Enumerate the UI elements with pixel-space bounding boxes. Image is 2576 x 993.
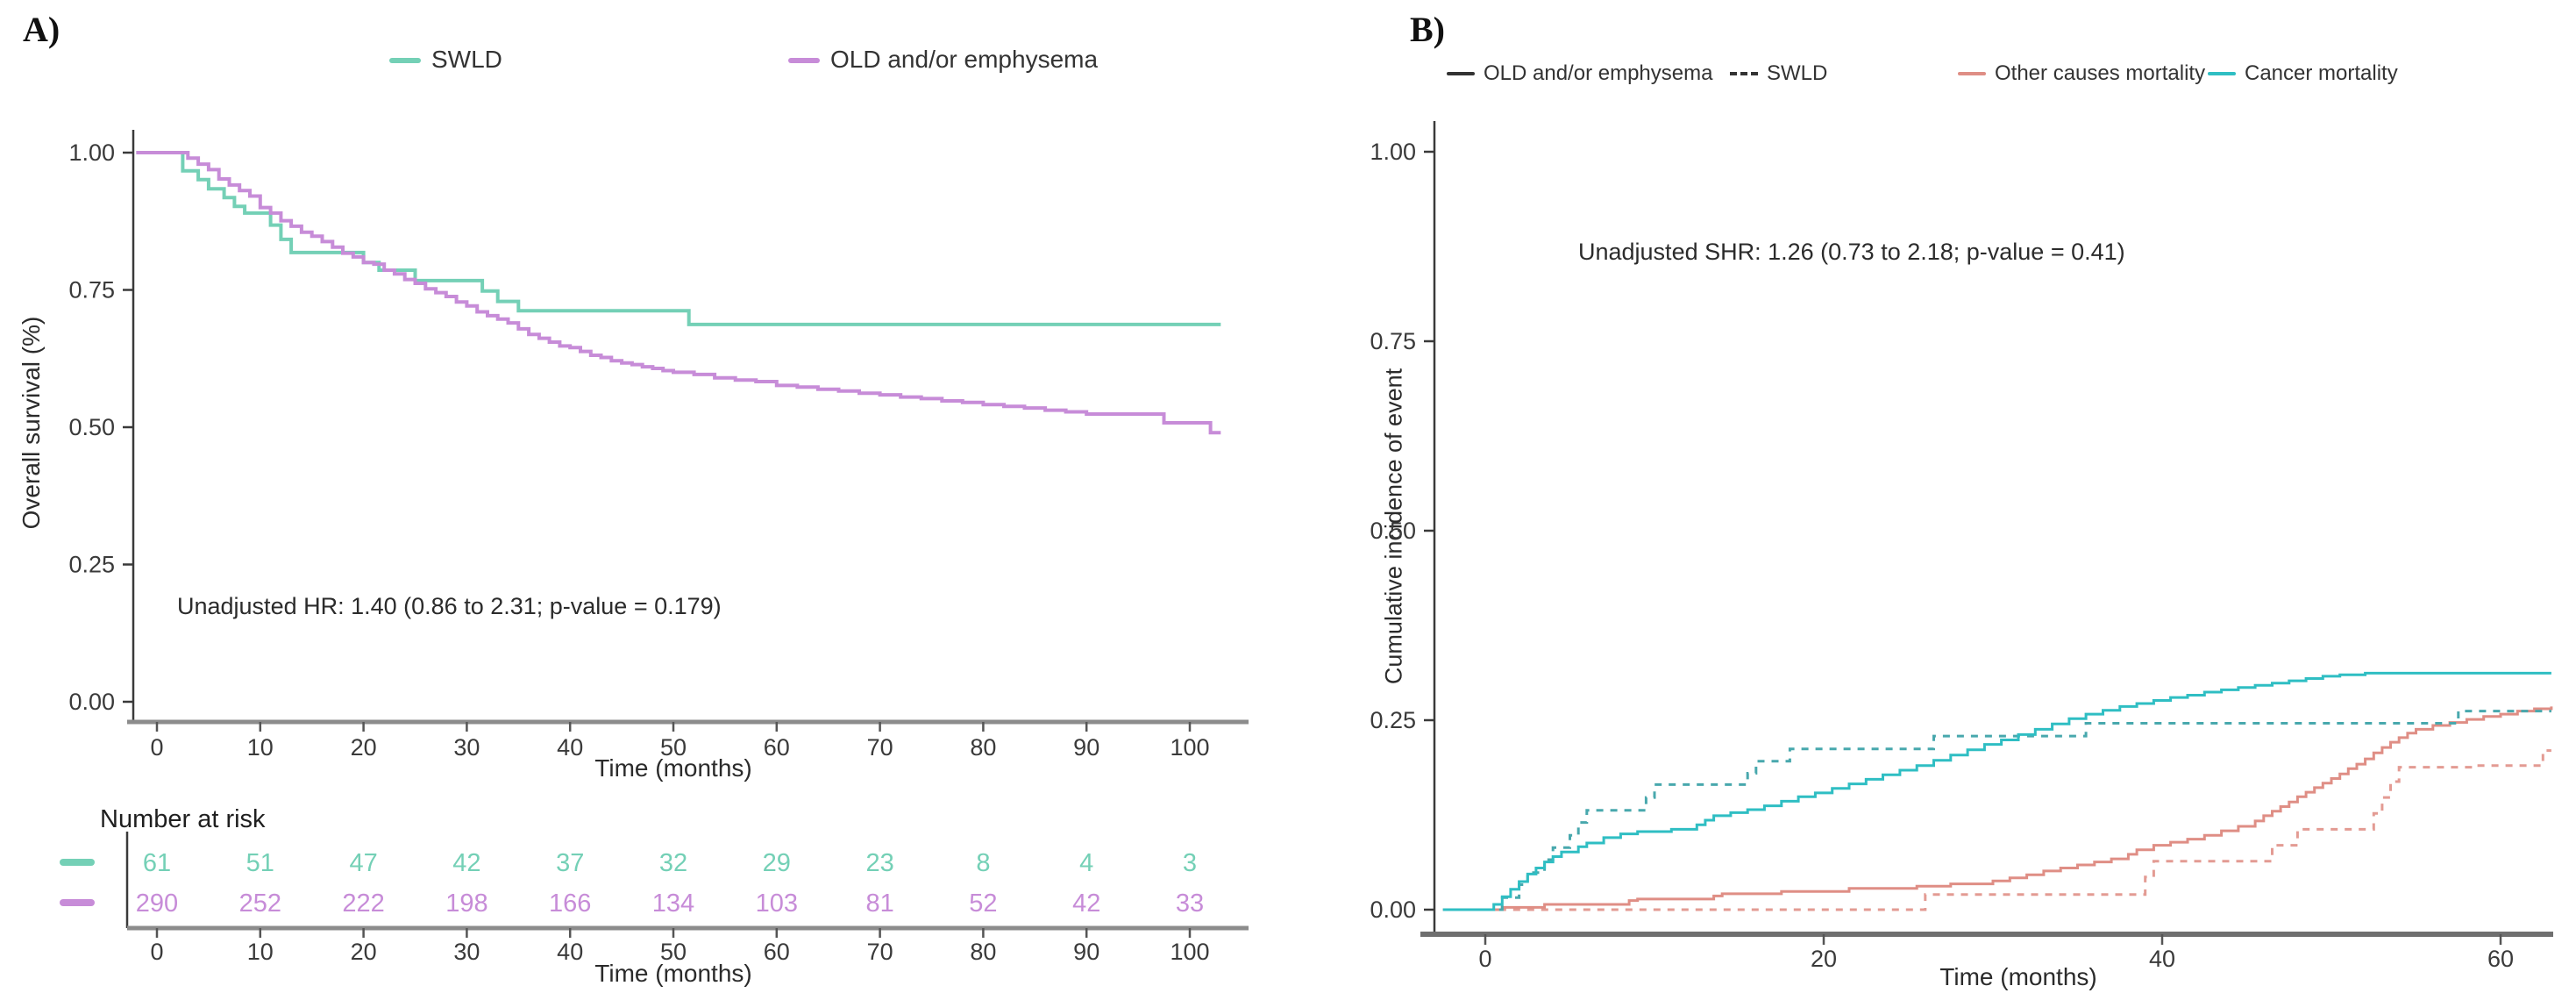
risk-count: 37 [556,849,584,877]
panel-b-x-tick-label: 20 [1811,946,1837,972]
cif-cancer-old-solid [1442,671,2551,911]
panel-a-x-tick-label: 60 [764,734,790,761]
panel-b-x-tick-label: 60 [2487,946,2514,972]
panel-b-cif-plot: 0.00 0.25 0.50 0.75 1.00 0 20 40 60 [1370,121,2553,972]
risk-table-x-tick-label: 0 [150,939,163,965]
panel-a-y-tick-label: 1.00 [68,139,115,166]
legend-a-key-old [788,58,820,63]
panel-b-x-tick-label: 0 [1478,946,1491,972]
risk-count: 47 [349,849,377,877]
panel-a-x-tick-label: 40 [557,734,583,761]
risk-table-x-tick-label: 20 [351,939,377,965]
legend-b-label-other-causes: Other causes mortality [1995,61,2206,85]
panel-a-x-tick-label: 80 [970,734,996,761]
legend-b-label-cancer: Cancer mortality [2245,61,2398,85]
panel-a-y-tick-label: 0.75 [68,277,115,304]
panel-a-x-tick-label: 50 [660,734,687,761]
panel-a-annotation: Unadjusted HR: 1.40 (0.86 to 2.31; p-val… [177,593,722,619]
risk-table-x-tick-label: 30 [453,939,480,965]
cif-cancer-swld-dashed [1442,710,2551,911]
risk-table-x-tick-label: 80 [970,939,996,965]
risk-table-title: Number at risk [100,805,266,833]
risk-table-x-tick-label: 10 [247,939,274,965]
legend-b-key-old [1447,72,1475,75]
risk-count: 134 [652,889,694,918]
km-curve-swld [136,151,1221,326]
risk-count: 8 [976,849,990,877]
risk-count: 33 [1176,889,1204,918]
panel-b-y-tick-label: 0.25 [1370,707,1416,733]
panel-b-y-tick-label: 0.00 [1370,897,1416,923]
panel-a-x-tick-label: 30 [453,734,480,761]
risk-count: 81 [865,889,893,918]
panel-a-x-tick-label: 20 [351,734,377,761]
risk-count: 252 [239,889,281,918]
panel-b-x-axis-title: Time (months) [1939,963,2097,990]
risk-table-x-tick-label: 40 [557,939,583,965]
legend-b-key-other-causes [1958,72,1986,75]
risk-table-x-tick-label: 100 [1170,939,1209,965]
risk-count: 29 [763,849,791,877]
panel-a-x-tick-label: 0 [150,734,163,761]
panel-b-y-tick-label: 1.00 [1370,139,1416,165]
panel-a-y-tick-label: 0.00 [68,689,115,715]
risk-count: 42 [1072,889,1100,918]
panel-a-km-plot: 0.000.250.500.751.000 10 20 30 40 50 60 70 80 90 1… [60,130,1249,965]
panel-a-tag: A) [23,10,60,49]
risk-count: 23 [865,849,893,877]
legend-b-key-cancer [2208,72,2236,75]
legend-b-label-swld: SWLD [1767,61,1828,85]
risk-count: 52 [969,889,997,918]
panel-b-y-tick-label: 0.50 [1370,518,1416,544]
legend-b-label-old: OLD and/or emphysema [1484,61,1713,85]
risk-table-x-axis-title: Time (months) [594,960,752,987]
risk-count: 42 [452,849,480,877]
risk-table-x-tick-label: 70 [867,939,893,965]
panel-a-y-tick-label: 0.25 [68,552,115,578]
panel-a-x-tick-label: 100 [1170,734,1209,761]
legend-a-key-swld [389,58,421,63]
risk-count: 166 [549,889,591,918]
panel-b-annotation: Unadjusted SHR: 1.26 (0.73 to 2.18; p-va… [1578,239,2125,265]
panel-b-tag: B) [1410,10,1445,49]
risk-count: 198 [445,889,487,918]
panel-b-x-tick-label: 40 [2149,946,2175,972]
risk-count: 61 [143,849,171,877]
risk-table-x-tick-label: 50 [660,939,687,965]
km-curve-old-emphysema [136,151,1221,435]
cif-other-causes-swld-dashed [1442,749,2551,911]
legend-a-label-old: OLD and/or emphysema [830,46,1099,73]
risk-count: 290 [136,889,178,918]
panel-b-y-tick-label: 0.75 [1370,328,1416,354]
risk-count: 51 [246,849,274,877]
cif-other-causes-old-solid [1442,706,2553,911]
panel-a-x-tick-label: 70 [867,734,893,761]
risk-count: 222 [342,889,384,918]
legend-a-label-swld: SWLD [431,46,502,73]
risk-count: 4 [1079,849,1093,877]
risk-count: 32 [659,849,687,877]
panel-a-x-tick-label: 90 [1073,734,1099,761]
risk-count: 3 [1183,849,1197,877]
risk-count: 103 [756,889,798,918]
legend-b-key-swld [1730,72,1758,75]
panel-a-x-axis-title: Time (months) [594,754,752,782]
panel-a-x-tick-label: 10 [247,734,274,761]
panel-a-y-tick-label: 0.50 [68,414,115,440]
risk-table-x-tick-label: 90 [1073,939,1099,965]
risk-table-x-tick-label: 60 [764,939,790,965]
